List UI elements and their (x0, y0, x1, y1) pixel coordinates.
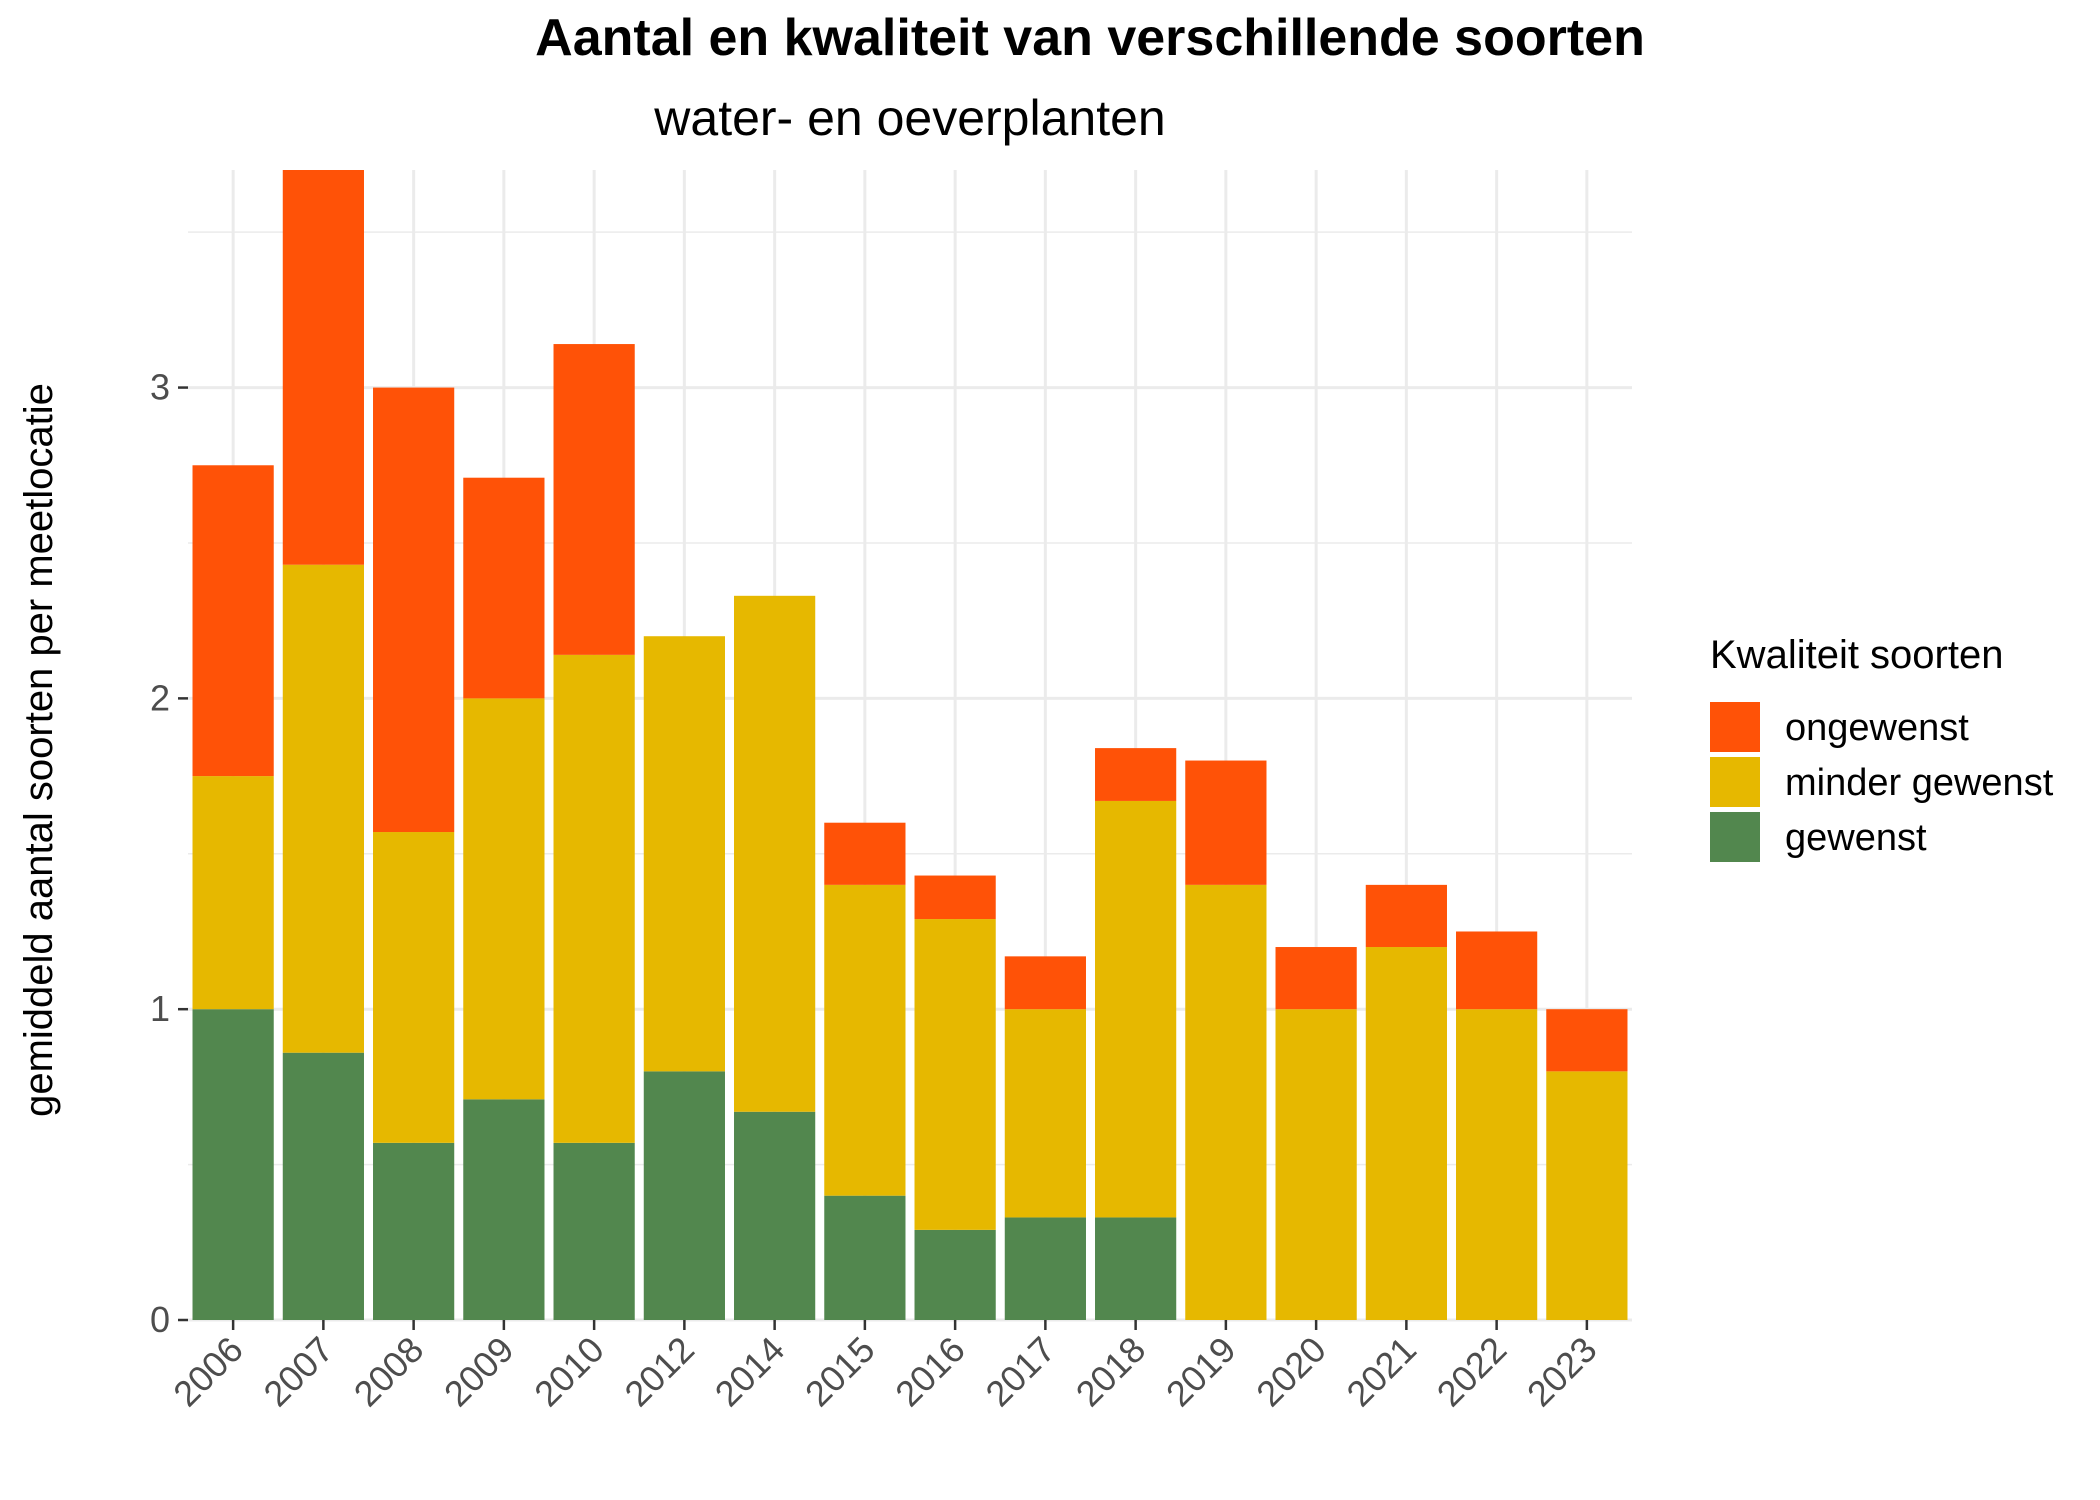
bar-2019-minder-gewenst (1185, 884, 1267, 1320)
bar-2012-minder-gewenst (643, 636, 725, 1072)
plot-panel: 0 1 2 3 2006 2007 2008 2009 2010 2012 2014 2015 2016… (150, 170, 1632, 1414)
y-axis-title: gemiddeld aantal soorten per meetlocatie (17, 383, 61, 1117)
bar-2020-minder-gewenst (1275, 1009, 1357, 1320)
x-tick-label: 2021 (1338, 1329, 1424, 1415)
bar-2008-gewenst (373, 1142, 455, 1320)
bar-2009-minder-gewenst (463, 698, 545, 1100)
bar-2017-minder-gewenst (1004, 1009, 1086, 1218)
x-tick-label: 2015 (797, 1329, 883, 1415)
bar-2018-minder-gewenst (1095, 800, 1177, 1218)
bar-2008-minder-gewenst (373, 832, 455, 1143)
x-tick-label: 2019 (1158, 1329, 1244, 1415)
bar-2017-ongewenst (1004, 956, 1086, 1010)
x-tick-label: 2008 (346, 1329, 432, 1415)
bar-2006-ongewenst (192, 465, 274, 777)
x-tick-label: 2017 (977, 1329, 1063, 1415)
bar-2007-gewenst (282, 1052, 364, 1320)
bar-2010-gewenst (553, 1142, 635, 1320)
y-tick-label: 3 (150, 367, 170, 408)
bar-2007-minder-gewenst (282, 564, 364, 1053)
bar-2008-ongewenst (373, 387, 455, 833)
x-tick-label: 2009 (436, 1329, 522, 1415)
bar-2022-minder-gewenst (1456, 1009, 1538, 1320)
bar-2010-minder-gewenst (553, 654, 635, 1143)
bar-2016-minder-gewenst (914, 919, 996, 1230)
legend-key-ongewenst (1710, 702, 1760, 752)
bar-2009-gewenst (463, 1099, 545, 1320)
chart-subtitle: water- en oeverplanten (653, 90, 1165, 146)
x-tick-label: 2010 (526, 1329, 612, 1415)
bar-2023-minder-gewenst (1546, 1071, 1628, 1320)
bar-2021-minder-gewenst (1365, 947, 1447, 1320)
y-tick-label: 0 (150, 1299, 170, 1340)
bar-2006-gewenst (192, 1009, 274, 1320)
y-tick-label: 1 (150, 988, 170, 1029)
legend-label-minder-gewenst: minder gewenst (1785, 762, 2054, 804)
bar-2010-ongewenst (553, 344, 635, 655)
x-tick-label: 2023 (1519, 1329, 1605, 1415)
bar-2014-gewenst (734, 1111, 816, 1320)
y-tick-label: 2 (150, 677, 170, 718)
bar-2016-gewenst (914, 1229, 996, 1320)
x-tick-label: 2006 (165, 1329, 251, 1415)
bar-2016-ongewenst (914, 875, 996, 920)
bar-2017-gewenst (1004, 1217, 1086, 1320)
bar-2023-ongewenst (1546, 1009, 1628, 1072)
bar-2015-minder-gewenst (824, 884, 906, 1196)
legend-title: Kwaliteit soorten (1710, 633, 2003, 677)
x-tick-label: 2007 (255, 1329, 341, 1415)
bar-2021-ongewenst (1365, 884, 1447, 948)
bar-2018-gewenst (1095, 1217, 1177, 1320)
chart-title: Aantal en kwaliteit van verschillende so… (535, 9, 1645, 67)
legend-key-gewenst (1710, 812, 1760, 862)
legend-label-gewenst: gewenst (1785, 817, 1927, 859)
x-tick-label: 2016 (887, 1329, 973, 1415)
x-tick-label: 2012 (616, 1329, 702, 1415)
x-tick-label: 2014 (707, 1329, 793, 1415)
bar-2019-ongewenst (1185, 760, 1267, 885)
legend-key-minder-gewenst (1710, 757, 1760, 807)
legend: Kwaliteit soorten ongewenst minder gewens… (1710, 633, 2054, 862)
bar-2007-ongewenst (282, 170, 364, 565)
bar-2022-ongewenst (1456, 931, 1538, 1010)
bar-2015-ongewenst (824, 822, 906, 885)
bar-2009-ongewenst (463, 477, 545, 699)
x-tick-label: 2020 (1248, 1329, 1334, 1415)
bar-2012-gewenst (643, 1071, 725, 1320)
bar-2018-ongewenst (1095, 748, 1177, 801)
bar-2020-ongewenst (1275, 947, 1357, 1010)
bar-2015-gewenst (824, 1195, 906, 1320)
bar-2006-minder-gewenst (192, 776, 274, 1010)
legend-label-ongewenst: ongewenst (1785, 707, 1969, 749)
bar-2014-minder-gewenst (734, 595, 816, 1112)
x-tick-label: 2022 (1429, 1329, 1515, 1415)
x-tick-label: 2018 (1068, 1329, 1154, 1415)
